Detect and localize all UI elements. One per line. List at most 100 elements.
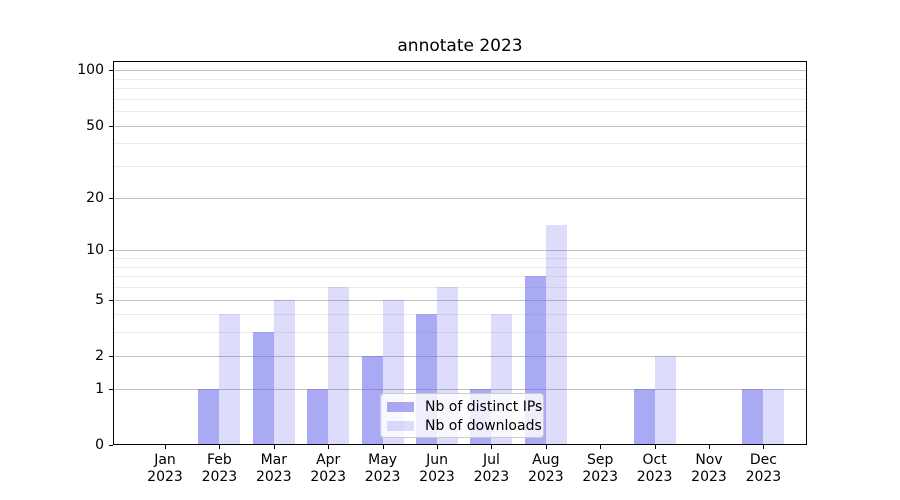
plot-frame <box>113 61 807 445</box>
y-tick-label-1: 1 <box>95 380 104 397</box>
x-tick-mark-4 <box>382 445 384 449</box>
bar-downloads-dec <box>763 388 785 445</box>
x-tick-mark-9 <box>654 445 656 449</box>
x-tick-label-9: Oct 2023 <box>625 452 685 486</box>
gridline-minor-40 <box>114 143 806 145</box>
legend-label-downloads: Nb of downloads <box>425 417 542 434</box>
x-tick-label-line: Oct <box>642 452 667 468</box>
y-tick-mark-50 <box>109 125 113 127</box>
x-tick-label-5: Jun 2023 <box>407 452 467 486</box>
gridline-minor-90 <box>114 78 806 80</box>
y-tick-label-50: 50 <box>86 117 104 134</box>
legend: Nb of distinct IPs Nb of downloads <box>380 393 544 438</box>
x-tick-label-line: Jun <box>426 452 448 468</box>
x-tick-label-0: Jan 2023 <box>135 452 195 486</box>
gridline-major-5 <box>114 299 806 301</box>
gridline-minor-7 <box>114 276 806 278</box>
y-tick-mark-5 <box>109 299 113 301</box>
gridline-minor-70 <box>114 98 806 100</box>
x-tick-label-line: Dec <box>749 452 777 468</box>
y-tick-mark-0 <box>109 445 113 446</box>
bar-distinct-ips-dec <box>742 388 764 445</box>
x-tick-label-line: Feb <box>206 452 232 468</box>
x-tick-label-line: Jul <box>482 452 500 468</box>
gridline-minor-9 <box>114 258 806 259</box>
y-tick-label-0: 0 <box>95 437 104 453</box>
x-tick-label-3: Apr 2023 <box>298 452 358 486</box>
x-tick-label-10: Nov 2023 <box>679 452 739 486</box>
gridline-major-100 <box>114 70 806 72</box>
x-tick-label-line: 2023 <box>419 469 455 485</box>
x-tick-mark-10 <box>709 445 710 449</box>
x-tick-label-line: Jan <box>154 452 176 468</box>
x-tick-label-1: Feb 2023 <box>189 452 249 486</box>
x-tick-mark-0 <box>165 445 166 449</box>
gridline-minor-3 <box>114 332 806 334</box>
x-tick-label-line: 2023 <box>527 469 564 485</box>
x-tick-label-line: Aug <box>532 452 560 468</box>
bar-distinct-ips-may <box>361 355 383 445</box>
gridline-major-20 <box>114 197 806 199</box>
x-tick-mark-6 <box>491 445 493 449</box>
bar-distinct-ips-oct <box>633 388 655 445</box>
x-tick-mark-7 <box>545 445 547 449</box>
x-tick-label-4: May 2023 <box>353 452 413 486</box>
x-tick-mark-11 <box>763 445 765 449</box>
x-tick-label-line: Nov <box>695 452 723 468</box>
y-tick-label-100: 100 <box>77 62 104 79</box>
gridline-minor-8 <box>114 266 806 268</box>
y-tick-mark-2 <box>109 355 113 357</box>
legend-swatch-downloads <box>387 420 414 431</box>
x-tick-label-line: 2023 <box>473 469 510 485</box>
bar-downloads-mar <box>273 299 295 445</box>
x-tick-label-line: 2023 <box>582 469 618 485</box>
x-tick-label-8: Sep 2023 <box>570 452 630 486</box>
bar-downloads-apr <box>328 286 350 445</box>
bar-distinct-ips-feb <box>198 388 220 445</box>
x-tick-mark-1 <box>219 445 221 449</box>
x-tick-label-line: Sep <box>586 452 614 468</box>
y-tick-mark-10 <box>109 250 113 252</box>
x-tick-label-11: Dec 2023 <box>733 452 793 486</box>
x-tick-label-2: Mar 2023 <box>244 452 304 486</box>
gridline-minor-4 <box>114 314 806 316</box>
gridline-major-2 <box>114 355 806 357</box>
x-tick-label-line: 2023 <box>201 469 238 485</box>
x-tick-label-line: 2023 <box>364 469 401 485</box>
gridline-major-1 <box>114 388 806 390</box>
x-tick-label-line: May <box>368 452 398 468</box>
gridline-minor-60 <box>114 111 806 113</box>
gridline-minor-6 <box>114 286 806 288</box>
x-tick-label-line: Apr <box>316 452 341 468</box>
y-tick-mark-1 <box>109 388 113 390</box>
x-tick-label-7: Aug 2023 <box>516 452 576 486</box>
x-tick-label-line: 2023 <box>147 469 183 485</box>
x-tick-label-line: 2023 <box>255 469 292 485</box>
bar-distinct-ips-mar <box>252 332 274 445</box>
gridline-minor-30 <box>114 166 806 168</box>
x-tick-label-line: 2023 <box>745 469 782 485</box>
legend-label-distinct-ips: Nb of distinct IPs <box>425 399 543 416</box>
y-tick-mark-20 <box>109 197 113 199</box>
bar-downloads-aug <box>545 225 567 445</box>
x-tick-mark-8 <box>600 445 602 449</box>
x-tick-mark-5 <box>437 445 438 449</box>
bar-distinct-ips-apr <box>307 388 329 445</box>
legend-swatch-distinct-ips <box>387 402 414 413</box>
legend-item-downloads: Nb of downloads <box>387 417 542 435</box>
x-tick-label-line: Mar <box>260 452 287 468</box>
bar-downloads-oct <box>654 355 676 445</box>
chart-title: annotate 2023 <box>397 36 523 56</box>
y-tick-label-10: 10 <box>86 242 104 259</box>
y-tick-label-20: 20 <box>86 189 104 206</box>
y-tick-label-5: 5 <box>95 291 104 308</box>
gridline-major-50 <box>114 125 806 127</box>
bar-downloads-feb <box>219 314 241 445</box>
x-tick-label-line: 2023 <box>636 469 673 485</box>
x-tick-mark-2 <box>273 445 275 449</box>
x-tick-label-line: 2023 <box>310 469 346 485</box>
x-tick-mark-3 <box>328 445 330 449</box>
x-tick-label-line: 2023 <box>691 469 727 485</box>
y-tick-label-2: 2 <box>95 347 104 364</box>
